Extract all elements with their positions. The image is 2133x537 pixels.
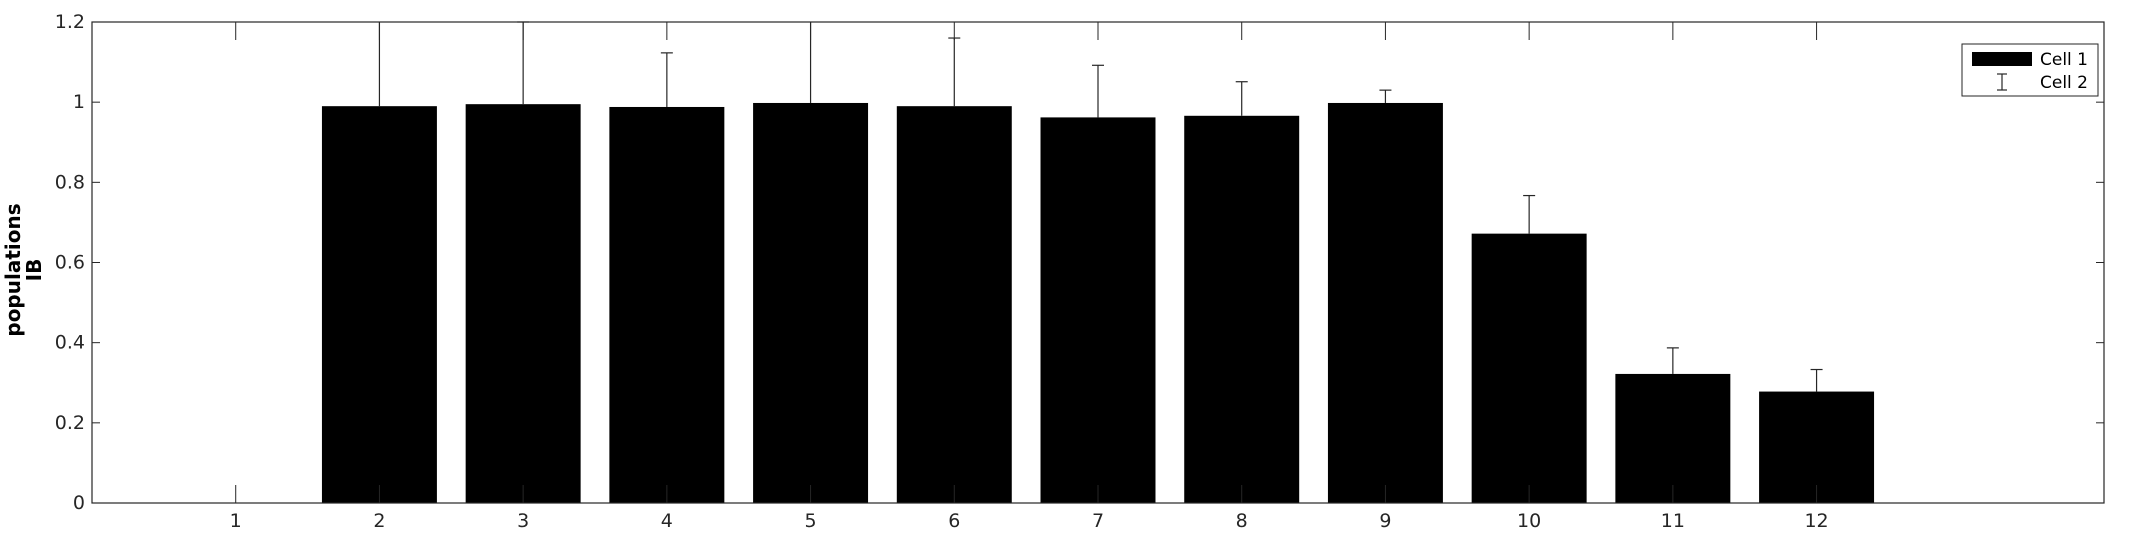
- error-bar-11: [1666, 347, 1679, 374]
- y-tick-label-0.8: 0.8: [55, 171, 85, 193]
- y-axis-label-line-1: populations: [1, 203, 25, 336]
- x-tick-label-2: 2: [373, 510, 385, 532]
- error-bar-12: [1810, 368, 1823, 392]
- y-tick-label-0: 0: [73, 492, 85, 514]
- legend-label-cell-2: Cell 2: [2040, 73, 2088, 93]
- error-bar-9: [1379, 89, 1392, 103]
- y-tick-label-1: 1: [73, 91, 85, 113]
- bar-9: [1327, 102, 1443, 504]
- bar-4: [609, 106, 725, 503]
- y-tick-label-0.6: 0.6: [55, 252, 85, 274]
- y-tick-label-1.2: 1.2: [55, 11, 85, 33]
- y-tick-label-0.4: 0.4: [55, 332, 85, 354]
- error-bar-4: [660, 52, 673, 107]
- x-tick-label-4: 4: [661, 510, 673, 532]
- bar-6: [896, 106, 1012, 504]
- x-tick-label-7: 7: [1092, 510, 1104, 532]
- legend-label-cell-1: Cell 1: [2040, 50, 2088, 70]
- bar-10: [1471, 233, 1587, 503]
- x-tick-label-3: 3: [517, 510, 529, 532]
- bar-11: [1615, 373, 1731, 503]
- y-tick-label-0.2: 0.2: [55, 412, 85, 434]
- x-tick-label-11: 11: [1661, 510, 1685, 532]
- x-tick-label-6: 6: [948, 510, 960, 532]
- bar-7: [1040, 117, 1156, 504]
- x-tick-label-10: 10: [1517, 510, 1541, 532]
- x-tick-label-12: 12: [1804, 510, 1828, 532]
- bar-2: [321, 106, 437, 504]
- legend-swatch-cell-1: [1972, 52, 2032, 66]
- x-tick-label-9: 9: [1379, 510, 1391, 532]
- error-bar-10: [1523, 194, 1536, 234]
- x-tick-label-5: 5: [805, 510, 817, 532]
- x-tick-label-1: 1: [230, 510, 242, 532]
- bar-3: [465, 104, 581, 503]
- bar-12: [1759, 391, 1875, 503]
- x-tick-label-8: 8: [1236, 510, 1248, 532]
- error-bar-8: [1235, 81, 1248, 116]
- error-bar-7: [1092, 64, 1104, 118]
- bar-8: [1184, 115, 1300, 504]
- bar-5: [753, 102, 869, 504]
- y-axis-label-line-2: IB: [22, 259, 46, 282]
- legend-errorbar-icon: [1997, 73, 2007, 91]
